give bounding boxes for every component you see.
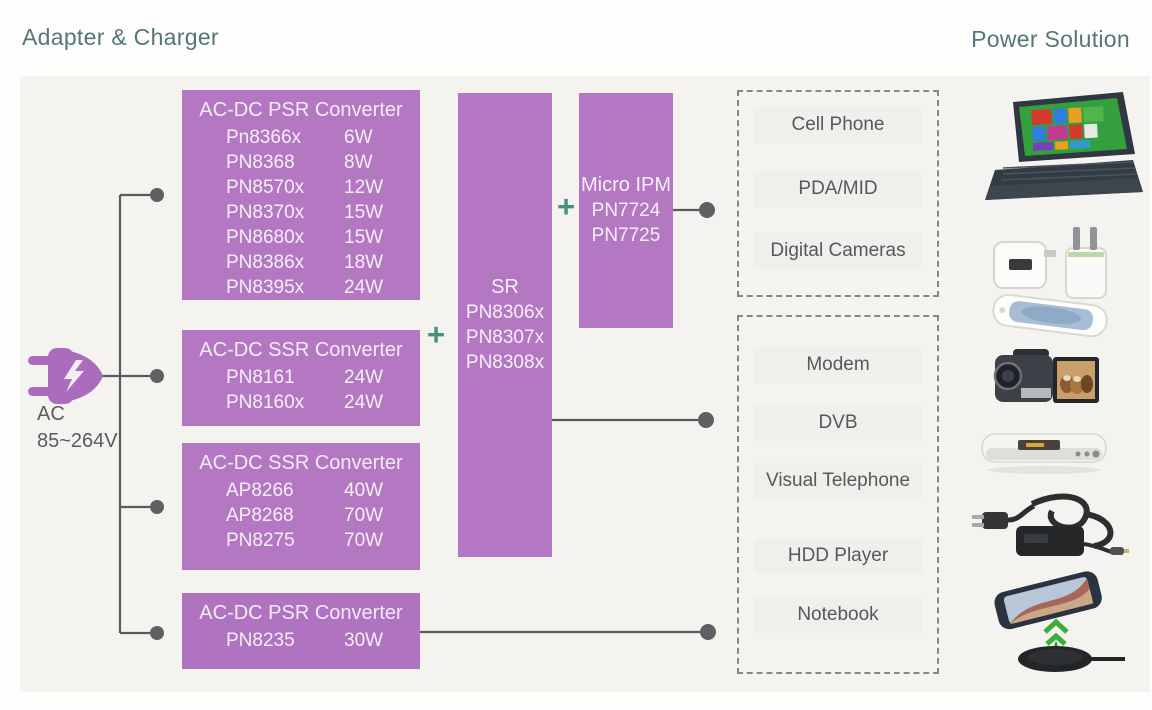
plug-prong — [1090, 227, 1097, 250]
ipm-title: Micro IPM — [581, 174, 671, 196]
part-row: PN8275 70W — [226, 530, 384, 551]
converter-title: AC-DC PSR Converter — [199, 602, 403, 624]
application-modem: Modem — [754, 347, 922, 383]
windows-tiles — [1031, 106, 1104, 151]
part-row: AP8266 40W — [226, 480, 384, 501]
converter-box-ssr-1: AC-DC SSR Converter PN8161 24W PN8160x 24W — [182, 330, 420, 426]
wireless-charging-phone-photo — [994, 571, 1125, 672]
converter-box-ssr-2: AC-DC SSR Converter AP8266 40W AP8268 70W … — [182, 443, 420, 570]
home-button — [999, 307, 1006, 314]
applications-group-bottom: Modem DVB Visual Telephone HDD Player No… — [737, 315, 939, 674]
part-row: PN8161 24W — [226, 367, 384, 388]
sr-part: PN8308x — [465, 352, 545, 373]
charging-arrow-icon — [1043, 618, 1069, 646]
usb-wall-chargers-photo — [993, 227, 1107, 299]
application-cell-phone: Cell Phone — [754, 107, 922, 143]
usb-port — [1009, 259, 1032, 270]
part-row: PN8160x 24W — [226, 392, 384, 413]
part-row: PN8368 8W — [226, 152, 373, 173]
part-row: PN8680x 15W — [226, 227, 384, 248]
plug-prong — [972, 523, 984, 527]
application-digital-cameras: Digital Cameras — [754, 233, 922, 269]
part-row: PN8570x 12W — [226, 177, 384, 198]
application-visual-telephone: Visual Telephone — [754, 463, 922, 499]
page-title: Adapter & Charger — [22, 24, 219, 50]
sr-block: SR PN8306x PN8307x PN8308x — [458, 93, 552, 557]
sr-part: PN8306x — [465, 302, 545, 323]
ac-input-label: AC 85~264V — [37, 403, 118, 452]
floating-phone — [994, 571, 1102, 630]
connector-dots — [150, 188, 716, 640]
converter-box-psr-2: AC-DC PSR Converter PN8235 30W — [182, 593, 420, 669]
plug-prong — [1073, 227, 1080, 250]
plus-sign: + — [426, 317, 446, 352]
keyboard-keys — [1000, 161, 1138, 181]
dc-barrel-tip — [1124, 549, 1129, 553]
part-row: PN8395x 24W — [226, 277, 384, 298]
ipm-part: PN7725 — [591, 225, 661, 246]
part-row: Pn8366x 6W — [226, 127, 373, 148]
page-subtitle: Power Solution — [971, 26, 1130, 52]
camcorder-photo — [993, 349, 1099, 403]
application-dvb: DVB — [754, 405, 922, 441]
application-notebook: Notebook — [754, 597, 922, 633]
ac-plug-icon — [28, 348, 103, 404]
converter-box-psr-1: AC-DC PSR Converter Pn8366x 6W PN8368 8W P… — [182, 90, 420, 300]
part-row: PN8370x 15W — [226, 202, 384, 223]
smartphone-photo — [992, 293, 1108, 338]
windows-2in1-laptop-photo — [985, 92, 1143, 200]
hdd-settop-box-photo — [981, 433, 1107, 474]
part-list: PN8235 30W — [182, 628, 420, 653]
converter-title: AC-DC PSR Converter — [199, 99, 403, 121]
part-row: AP8268 70W — [226, 505, 384, 526]
part-list: PN8161 24W PN8160x 24W — [182, 365, 420, 415]
ac-bus — [100, 193, 700, 635]
application-hdd-player: HDD Player — [754, 538, 922, 574]
plus-sign: + — [556, 189, 576, 224]
converter-title: AC-DC SSR Converter — [199, 452, 403, 474]
application-pda-mid: PDA/MID — [754, 171, 922, 207]
part-list: Pn8366x 6W PN8368 8W PN8570x 12W PN8370x 15W… — [182, 125, 420, 300]
part-list: AP8266 40W AP8268 70W PN8275 70W — [182, 478, 420, 553]
micro-ipm-block: Micro IPM PN7724 PN7725 — [579, 93, 673, 328]
applications-group-top: Cell Phone PDA/MID Digital Cameras — [737, 90, 939, 297]
sr-title: SR — [491, 276, 519, 298]
part-row: PN8386x 18W — [226, 252, 384, 273]
adapter-brick — [1016, 526, 1084, 556]
converter-title: AC-DC SSR Converter — [199, 339, 403, 361]
lightning-bolt-icon — [64, 360, 84, 392]
plug-prong — [972, 515, 984, 519]
ipm-part: PN7724 — [591, 200, 661, 221]
sr-part: PN8307x — [465, 327, 545, 348]
part-row: PN8235 30W — [226, 630, 384, 651]
notebook-power-adapter-photo — [972, 493, 1129, 556]
